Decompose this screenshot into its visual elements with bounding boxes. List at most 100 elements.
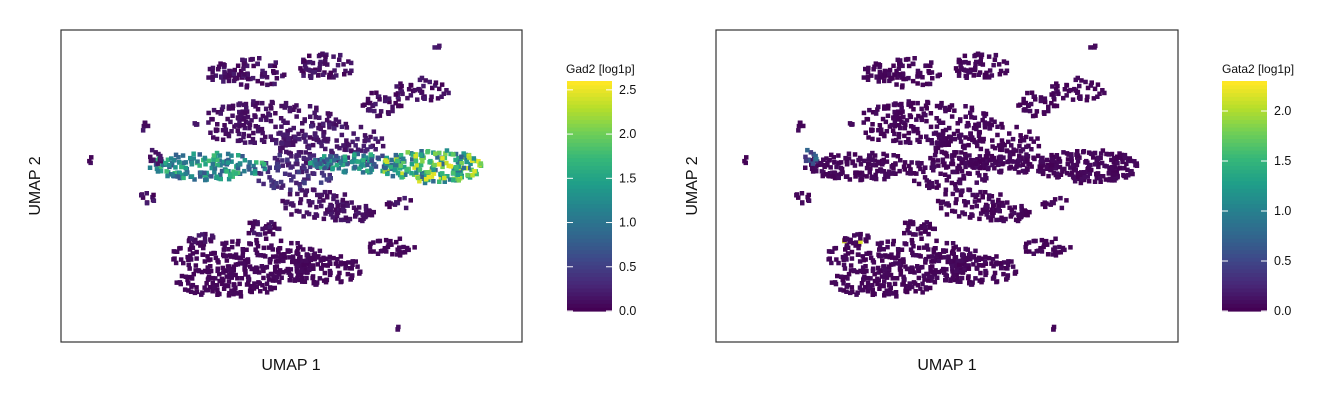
umap-hexbin <box>342 147 347 152</box>
umap-hexbin <box>844 236 850 242</box>
umap-hexbin <box>432 162 437 168</box>
umap-hexbin <box>885 244 890 250</box>
umap-hexbin <box>237 281 242 287</box>
umap-hexbin <box>994 254 999 259</box>
umap-hexbin <box>968 135 974 140</box>
umap-hexbin <box>267 285 273 290</box>
umap-hexbin <box>911 61 916 67</box>
umap-hexbin <box>283 103 288 108</box>
colorbar-tick-label: 0.5 <box>1274 254 1291 268</box>
umap-hexbin <box>211 250 216 256</box>
umap-hexbin <box>898 158 903 163</box>
umap-hexbin <box>958 266 964 271</box>
umap-hexbin <box>365 108 371 113</box>
colorbar-gradient-step <box>1222 253 1267 258</box>
umap-hexbin <box>335 257 340 262</box>
colorbar-gradient-step <box>567 81 612 86</box>
umap-hexbin <box>237 109 242 115</box>
umap-hexbin <box>998 157 1004 163</box>
umap-hexbin <box>915 68 921 74</box>
x-axis-label: UMAP 1 <box>917 357 976 374</box>
umap-hexbin <box>849 285 855 290</box>
umap-hexbin <box>320 121 326 127</box>
umap-hexbin <box>255 61 260 67</box>
umap-hexbin <box>374 90 379 95</box>
umap-hexbin <box>964 124 970 129</box>
colorbar-gradient-step <box>1222 92 1267 97</box>
umap-hexbin <box>912 56 917 61</box>
umap-hexbin <box>317 199 322 204</box>
umap-hexbin <box>813 153 818 159</box>
colorbar-gradient-step <box>567 261 612 266</box>
umap-hexbin <box>1075 75 1080 81</box>
umap-hexbin <box>980 193 985 199</box>
umap-hexbin <box>402 164 407 170</box>
umap-hexbin <box>886 103 891 109</box>
umap-hexbin <box>984 160 990 166</box>
umap-hexbin <box>919 236 924 241</box>
umap-hexbin <box>972 157 977 163</box>
umap-hexbin <box>255 78 260 84</box>
colorbar-gradient-step <box>1222 234 1267 239</box>
umap-panel-gata2: UMAP 1 UMAP 2 Gata2 [log1p] 0.00.51.01.5… <box>684 29 1294 374</box>
umap-hexbin <box>403 205 409 211</box>
umap-hexbin <box>334 210 339 216</box>
umap-hexbin <box>318 161 323 166</box>
umap-hexbin <box>181 160 187 166</box>
umap-hexbin <box>210 161 216 167</box>
umap-hexbin <box>394 239 399 245</box>
umap-hexbin <box>287 172 292 177</box>
umap-hexbin <box>949 263 955 269</box>
umap-hexbin <box>199 269 205 275</box>
umap-hexbin <box>955 121 960 126</box>
umap-hexbin <box>213 255 219 261</box>
umap-hexbin <box>195 159 200 164</box>
umap-hexbin <box>308 75 314 80</box>
umap-hexbin <box>803 158 809 164</box>
umap-hexbin <box>331 54 336 59</box>
umap-hexbin <box>952 169 957 175</box>
umap-hexbin <box>362 214 368 220</box>
umap-hexbin <box>1091 96 1097 101</box>
umap-hexbin <box>959 150 964 155</box>
umap-hexbin <box>930 275 935 280</box>
umap-hexbin <box>203 177 208 183</box>
umap-hexbin <box>922 175 928 180</box>
umap-hexbin <box>908 104 914 109</box>
umap-hexbin <box>413 153 418 159</box>
umap-hexbin <box>936 132 941 137</box>
umap-hexbin <box>968 158 974 163</box>
umap-hexbin <box>339 124 345 129</box>
umap-hexbin <box>928 155 933 161</box>
umap-hexbin <box>390 173 396 179</box>
umap-hexbin <box>241 261 247 266</box>
umap-hexbin <box>915 226 921 232</box>
umap-hexbin <box>835 273 840 279</box>
umap-hexbin <box>865 233 870 238</box>
umap-hexbin <box>928 111 934 116</box>
umap-hexbin <box>237 114 242 119</box>
umap-hexbin <box>965 263 970 269</box>
umap-hexbin <box>1055 171 1060 176</box>
umap-hexbin <box>311 153 317 158</box>
umap-hexbin <box>191 271 196 277</box>
umap-hexbin <box>221 252 226 257</box>
colorbar-gradient-step <box>1222 146 1267 151</box>
umap-hexbin <box>1021 96 1026 102</box>
umap-hexbin <box>954 197 959 202</box>
umap-hexbin <box>288 267 294 272</box>
colorbar-gradient-step <box>567 245 612 251</box>
umap-hexbin <box>887 67 893 73</box>
umap-hexbin <box>209 233 215 238</box>
umap-hexbin <box>856 245 861 251</box>
umap-hexbin <box>266 273 271 278</box>
umap-hexbin <box>899 119 904 124</box>
umap-hexbin <box>953 200 958 206</box>
umap-hexbin <box>915 81 920 86</box>
umap-hexbin <box>278 116 284 121</box>
umap-hexbin <box>1117 151 1122 156</box>
colorbar-gradient-step <box>567 280 612 285</box>
umap-hexbin <box>1023 100 1029 106</box>
umap-hexbin <box>304 275 309 281</box>
umap-hexbin <box>990 144 995 149</box>
